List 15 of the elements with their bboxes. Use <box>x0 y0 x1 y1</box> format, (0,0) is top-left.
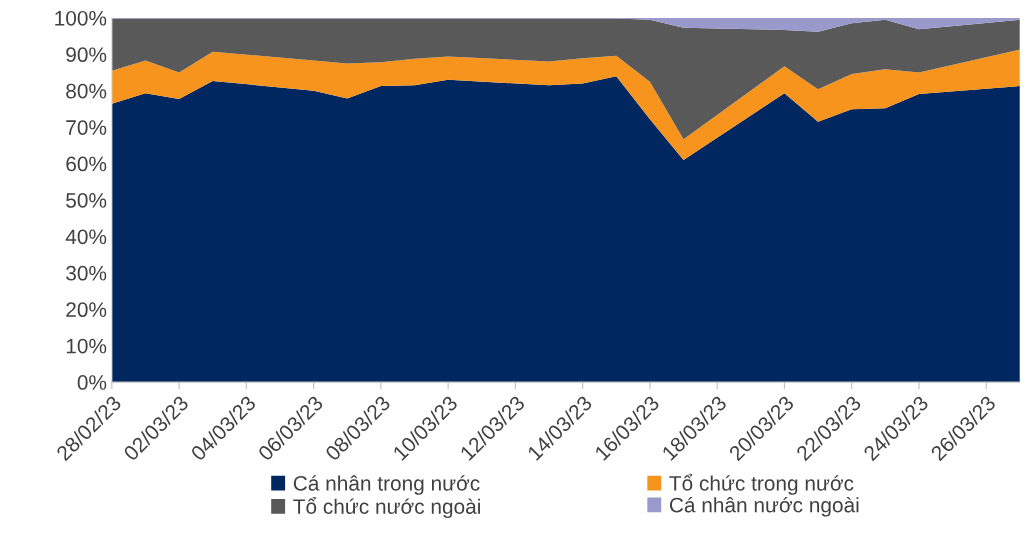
legend-label: Cá nhân trong nước <box>293 475 480 495</box>
y-tick-label: 30% <box>66 265 107 281</box>
y-tick-label: 60% <box>66 156 107 172</box>
y-tick-label: 90% <box>66 47 107 63</box>
y-tick-label: 50% <box>66 193 107 208</box>
y-tick-label: 20% <box>66 302 107 318</box>
y-tick-label: 0% <box>77 375 107 390</box>
y-tick-label: 80% <box>66 83 107 99</box>
legend-label: Tổ chức trong nước <box>669 473 854 495</box>
y-tick-label: 40% <box>65 229 107 245</box>
y-tick-label: 100% <box>55 10 107 26</box>
y-tick-label: 10% <box>66 338 107 354</box>
y-tick-label: 70% <box>66 120 107 135</box>
legend-label: Cá nhân nước ngoài <box>669 496 859 517</box>
legend-label: Tổ chức nước ngoài <box>293 496 480 519</box>
